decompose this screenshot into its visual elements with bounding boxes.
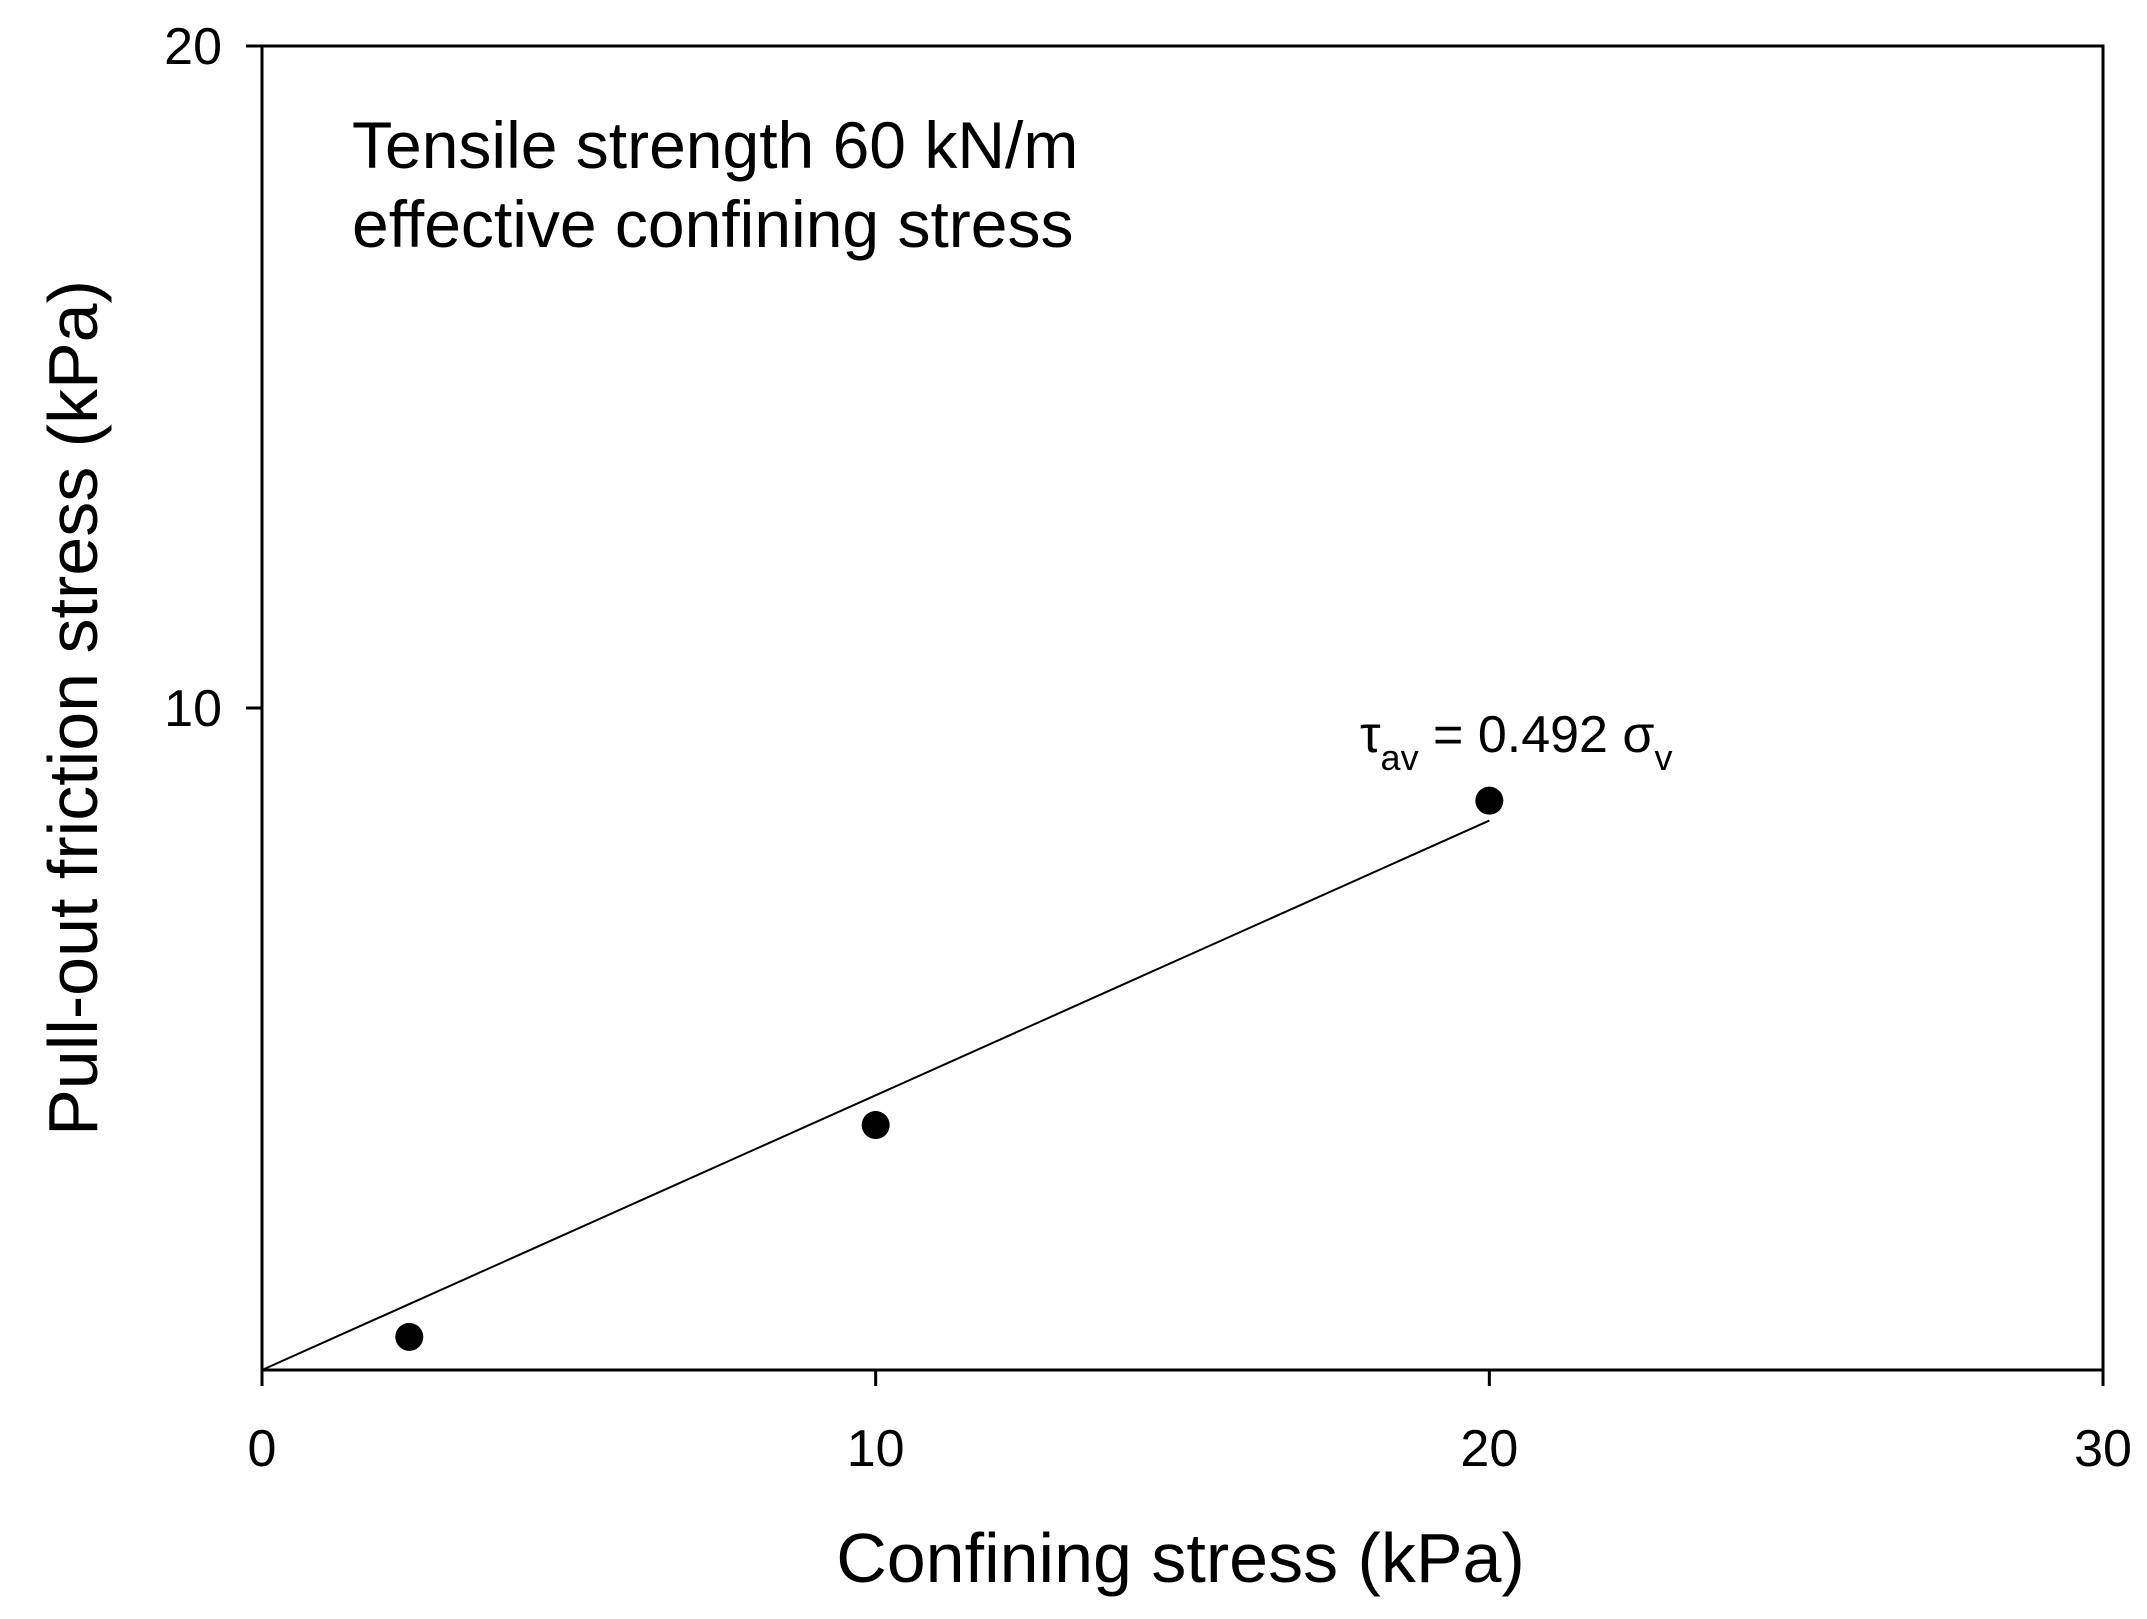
data-point: [1475, 786, 1504, 815]
y-axis-title: Pull-out friction stress (kPa): [34, 280, 112, 1136]
equation-symbol-sigma: σ: [1622, 706, 1654, 764]
annotation-line-2: effective confining stress: [352, 187, 1074, 261]
x-tick-label: 30: [2074, 1420, 2132, 1478]
data-points: [395, 786, 1504, 1351]
x-tick-label: 10: [847, 1420, 905, 1478]
y-tick-label: 20: [164, 18, 222, 76]
regression-equation: τav = 0.492 σv: [1360, 706, 1673, 778]
x-axis: 0 10 20 30: [248, 1370, 2132, 1478]
data-point: [861, 1111, 890, 1140]
x-axis-title: Confining stress (kPa): [836, 1519, 1525, 1597]
equation-subscript-av: av: [1381, 737, 1419, 778]
equation-symbol-tau: τ: [1360, 706, 1381, 764]
data-point: [395, 1322, 424, 1351]
x-tick-label: 20: [1460, 1420, 1518, 1478]
regression-line: [261, 819, 1490, 1371]
annotation-line-1: Tensile strength 60 kN/m: [352, 108, 1078, 182]
equation-subscript-v: v: [1655, 737, 1673, 778]
x-tick-label: 0: [248, 1420, 277, 1478]
y-tick-label: 10: [164, 680, 222, 738]
y-axis: 10 20: [164, 18, 262, 738]
equation-coefficient: = 0.492: [1419, 706, 1623, 764]
